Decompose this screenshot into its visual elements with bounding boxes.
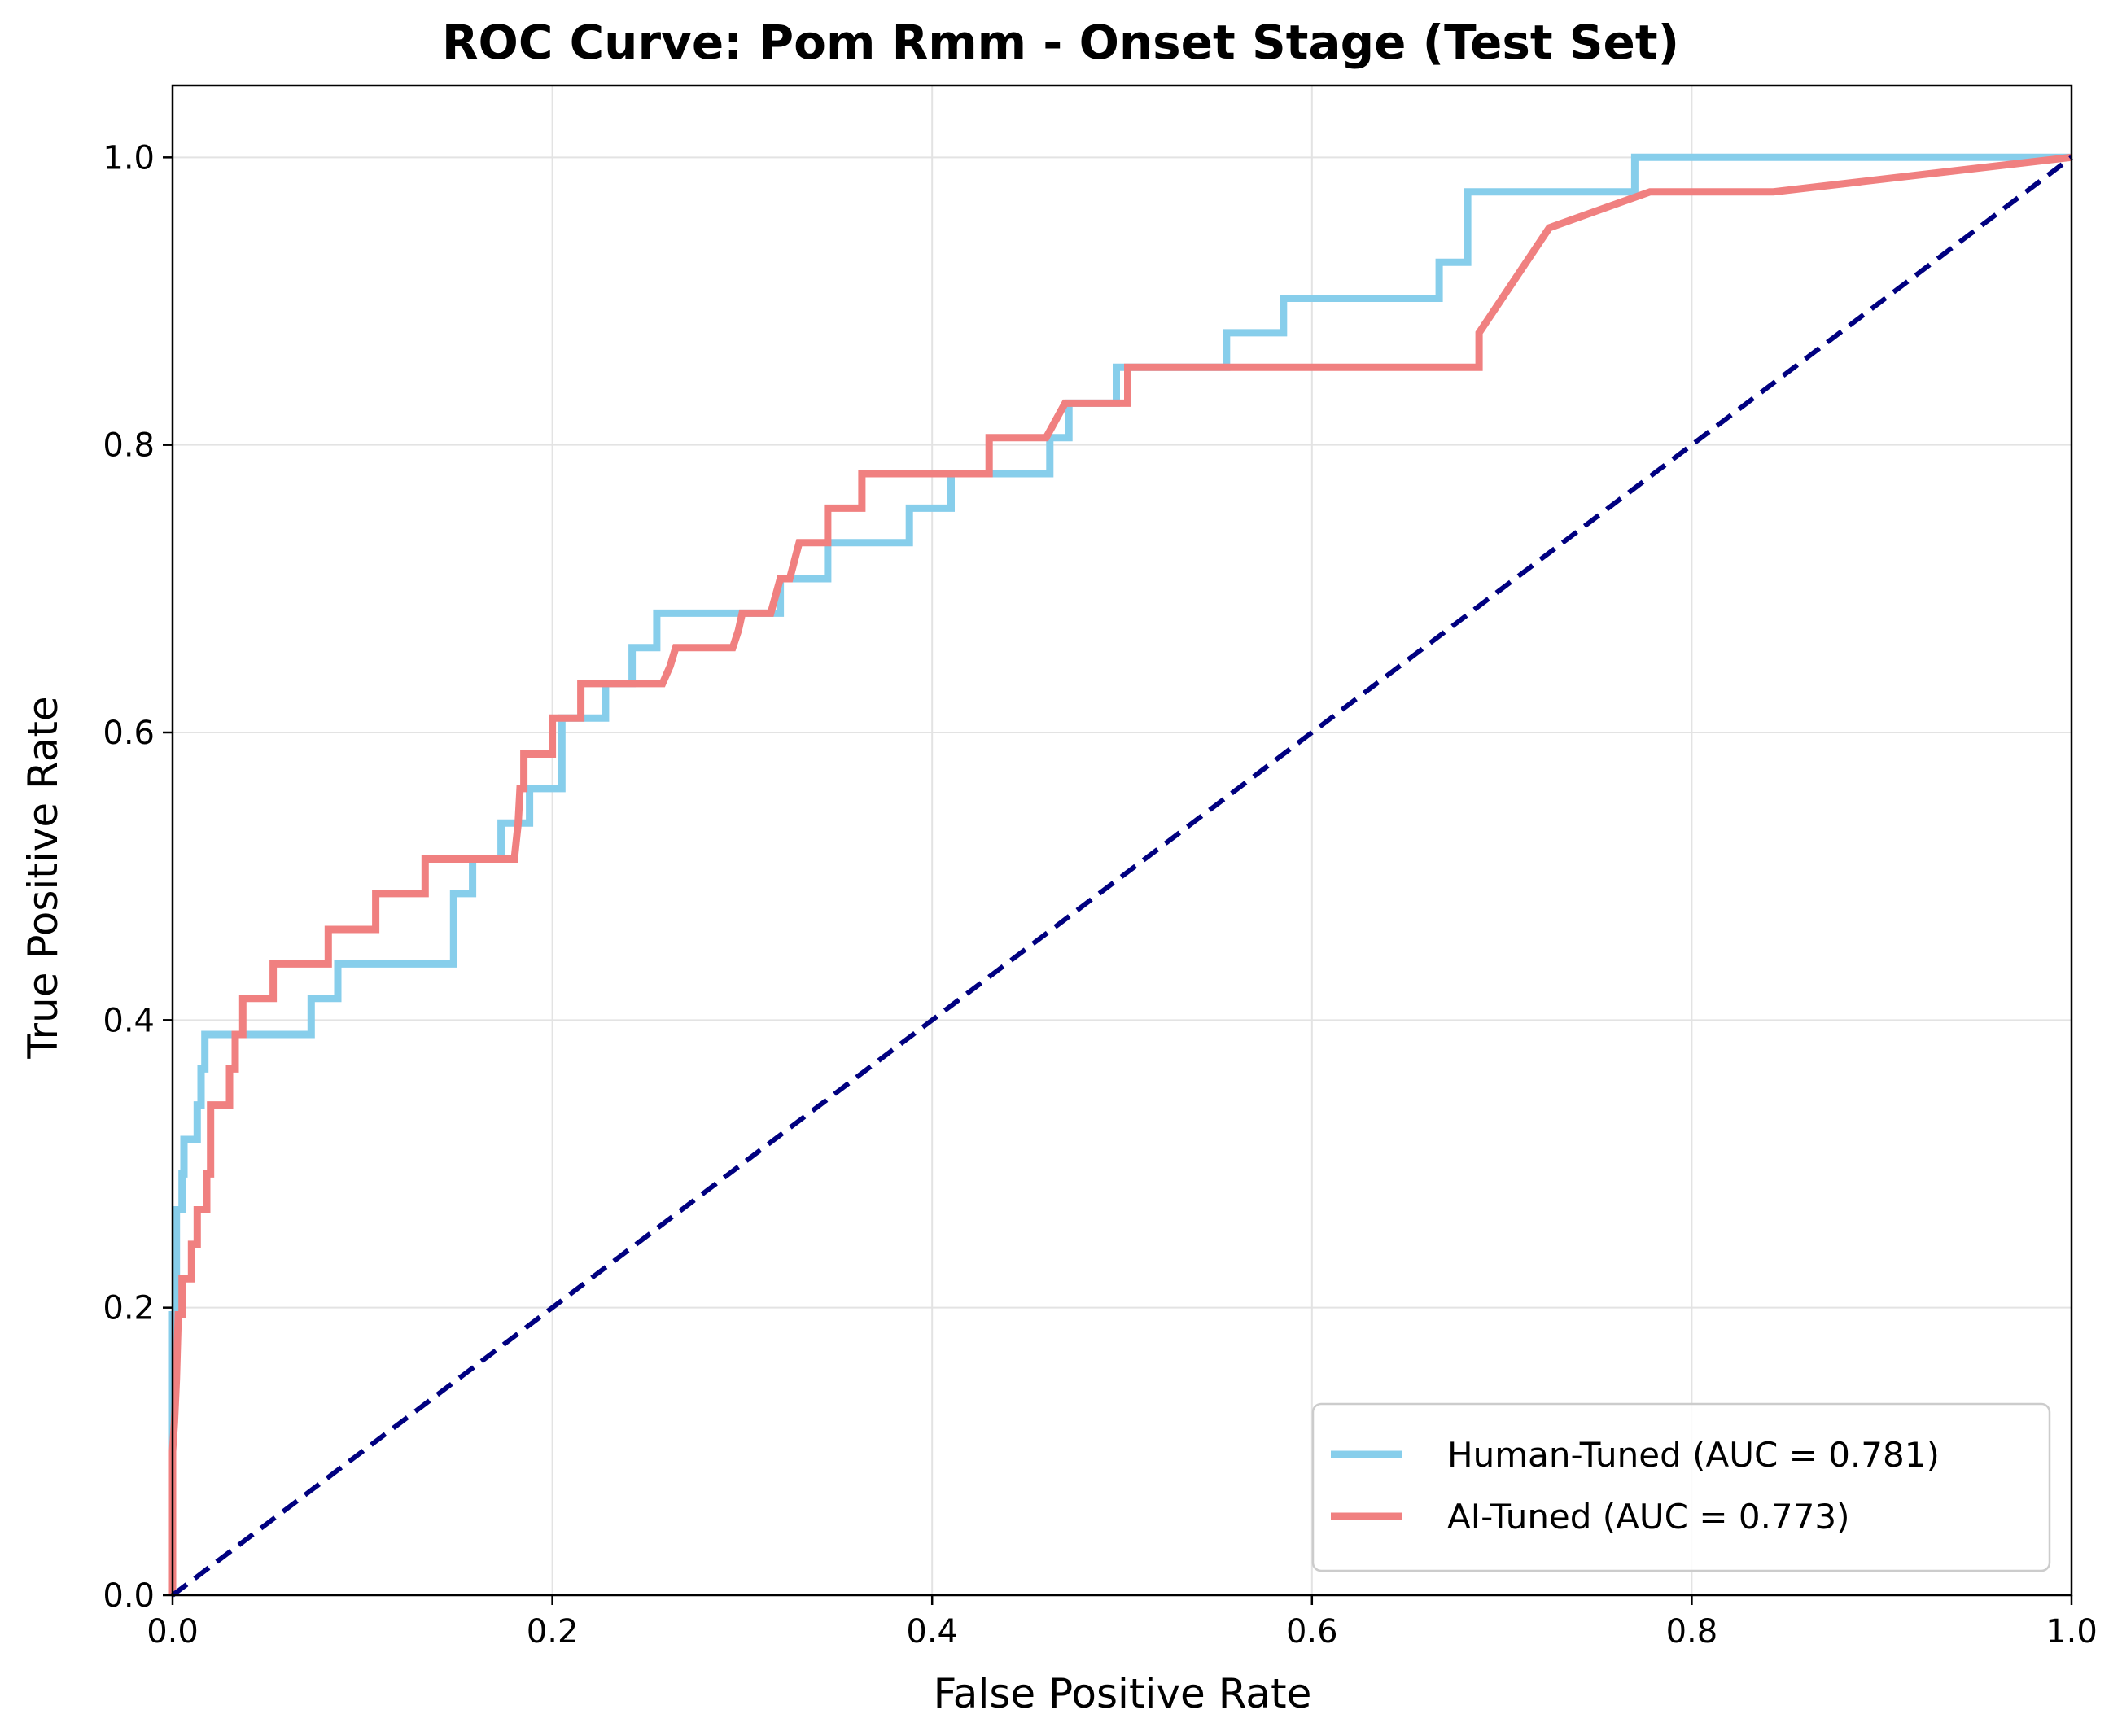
legend-box	[1311, 1402, 2051, 1572]
x-tick-label: 0.0	[147, 1613, 199, 1651]
x-axis-label: False Positive Rate	[934, 1670, 1312, 1717]
plot-frame	[171, 84, 2073, 1597]
diagonal-reference-line	[171, 155, 2073, 1598]
series-line-ai-tuned	[168, 153, 2072, 1595]
y-tick-label: 0.8	[103, 427, 155, 465]
x-tick-label: 0.6	[1286, 1613, 1338, 1651]
y-tick-label: 0.4	[103, 1002, 155, 1039]
y-tick-label: 0.2	[103, 1290, 155, 1327]
legend-label: AI-Tuned (AUC = 0.773)	[1447, 1497, 1849, 1537]
y-tick-label: 0.0	[103, 1577, 155, 1615]
x-tick-label: 1.0	[2045, 1613, 2098, 1651]
legend: Human-Tuned (AUC = 0.781) AI-Tuned (AUC =…	[1311, 1402, 2051, 1572]
x-tick-label: 0.8	[1666, 1613, 1718, 1651]
x-tick-label: 0.4	[906, 1613, 958, 1651]
chart-title: ROC Curve: Pom Rmm - Onset Stage (Test S…	[442, 15, 1679, 70]
y-tick-label: 1.0	[103, 139, 155, 177]
y-tick-label: 0.6	[103, 715, 155, 752]
y-axis-ticks: 0.0 0.2 0.4 0.6 0.8 1.0	[103, 139, 173, 1615]
series-layer	[168, 153, 2073, 1598]
grid-lines	[172, 85, 2072, 1596]
x-tick-label: 0.2	[527, 1613, 579, 1651]
y-axis-label: True Positive Rate	[20, 696, 67, 1059]
x-axis-ticks: 0.0 0.2 0.4 0.6 0.8 1.0	[147, 1595, 2098, 1651]
legend-label: Human-Tuned (AUC = 0.781)	[1447, 1435, 1940, 1475]
